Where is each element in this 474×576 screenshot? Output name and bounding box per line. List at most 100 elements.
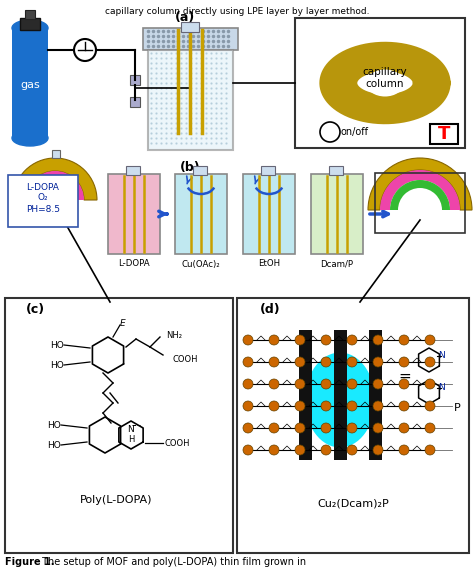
Circle shape <box>269 401 279 411</box>
Text: T: T <box>438 125 450 143</box>
Circle shape <box>347 357 357 367</box>
Text: Cu(OAc)₂: Cu(OAc)₂ <box>182 260 220 268</box>
Text: Poly(L-DOPA): Poly(L-DOPA) <box>80 495 152 505</box>
Ellipse shape <box>366 70 404 97</box>
Text: NH₂: NH₂ <box>166 331 182 339</box>
Text: capillary column directly using LPE layer by layer method.: capillary column directly using LPE laye… <box>105 7 369 16</box>
Text: E: E <box>120 319 126 328</box>
Circle shape <box>425 335 435 345</box>
Text: N: N <box>438 351 446 361</box>
Text: Dcam/P: Dcam/P <box>320 260 354 268</box>
Circle shape <box>321 357 331 367</box>
Circle shape <box>373 379 383 389</box>
Text: COOH: COOH <box>165 438 191 448</box>
Circle shape <box>243 379 253 389</box>
Circle shape <box>269 379 279 389</box>
Circle shape <box>269 357 279 367</box>
Circle shape <box>295 379 305 389</box>
Circle shape <box>295 335 305 345</box>
Circle shape <box>295 357 305 367</box>
Text: capillary
column: capillary column <box>363 67 407 89</box>
Text: PH=8.5: PH=8.5 <box>26 204 60 214</box>
Text: HO: HO <box>47 420 61 430</box>
Circle shape <box>269 423 279 433</box>
Circle shape <box>243 335 253 345</box>
Circle shape <box>373 445 383 455</box>
Circle shape <box>347 335 357 345</box>
Circle shape <box>74 39 96 61</box>
Bar <box>12 28 48 138</box>
Text: (d): (d) <box>260 304 281 316</box>
Text: Cu₂(Dcam)₂P: Cu₂(Dcam)₂P <box>317 498 389 508</box>
Text: N: N <box>438 384 446 392</box>
Circle shape <box>243 357 253 367</box>
Bar <box>243 174 295 254</box>
Bar <box>20 18 40 30</box>
Text: L-DOPA: L-DOPA <box>118 260 150 268</box>
Bar <box>108 174 160 254</box>
Circle shape <box>321 335 331 345</box>
Circle shape <box>399 357 409 367</box>
Circle shape <box>425 445 435 455</box>
Circle shape <box>347 379 357 389</box>
Text: L-DOPA: L-DOPA <box>27 183 59 191</box>
Wedge shape <box>368 158 472 210</box>
Bar <box>8 175 78 227</box>
Bar <box>299 330 312 460</box>
Bar <box>25 10 35 19</box>
Bar <box>430 124 458 144</box>
Ellipse shape <box>305 353 375 448</box>
Text: HO: HO <box>47 441 61 449</box>
Wedge shape <box>380 170 460 210</box>
Text: P: P <box>454 403 460 413</box>
Circle shape <box>347 423 357 433</box>
Bar <box>52 150 60 158</box>
Text: (c): (c) <box>26 304 45 316</box>
Text: HO: HO <box>50 340 64 350</box>
Circle shape <box>425 423 435 433</box>
Text: H: H <box>128 435 134 445</box>
Circle shape <box>425 401 435 411</box>
Bar <box>126 166 140 175</box>
Text: O₂: O₂ <box>38 194 48 203</box>
Wedge shape <box>26 171 84 200</box>
Circle shape <box>399 401 409 411</box>
Text: on/off: on/off <box>341 127 369 137</box>
Circle shape <box>295 401 305 411</box>
Circle shape <box>399 379 409 389</box>
Text: Figure 1.: Figure 1. <box>5 557 55 567</box>
Circle shape <box>321 379 331 389</box>
Circle shape <box>399 335 409 345</box>
Circle shape <box>295 423 305 433</box>
Circle shape <box>321 445 331 455</box>
Circle shape <box>347 445 357 455</box>
Bar <box>295 18 465 148</box>
Circle shape <box>399 423 409 433</box>
Text: HO: HO <box>50 361 64 369</box>
Bar <box>334 330 347 460</box>
Bar <box>5 298 233 553</box>
Circle shape <box>347 401 357 411</box>
Circle shape <box>321 423 331 433</box>
Circle shape <box>425 379 435 389</box>
Circle shape <box>243 445 253 455</box>
Ellipse shape <box>12 20 48 36</box>
Circle shape <box>243 401 253 411</box>
Bar <box>130 75 140 85</box>
Bar <box>369 330 382 460</box>
Circle shape <box>320 122 340 142</box>
Circle shape <box>373 335 383 345</box>
Bar <box>143 28 238 50</box>
Bar <box>193 166 207 175</box>
Circle shape <box>373 423 383 433</box>
Wedge shape <box>13 158 97 200</box>
Text: EtOH: EtOH <box>258 260 280 268</box>
Bar <box>181 22 199 32</box>
Bar <box>261 166 275 175</box>
Circle shape <box>269 335 279 345</box>
Circle shape <box>399 445 409 455</box>
Text: gas: gas <box>20 80 40 90</box>
Bar <box>237 298 469 553</box>
Circle shape <box>373 357 383 367</box>
Circle shape <box>321 401 331 411</box>
